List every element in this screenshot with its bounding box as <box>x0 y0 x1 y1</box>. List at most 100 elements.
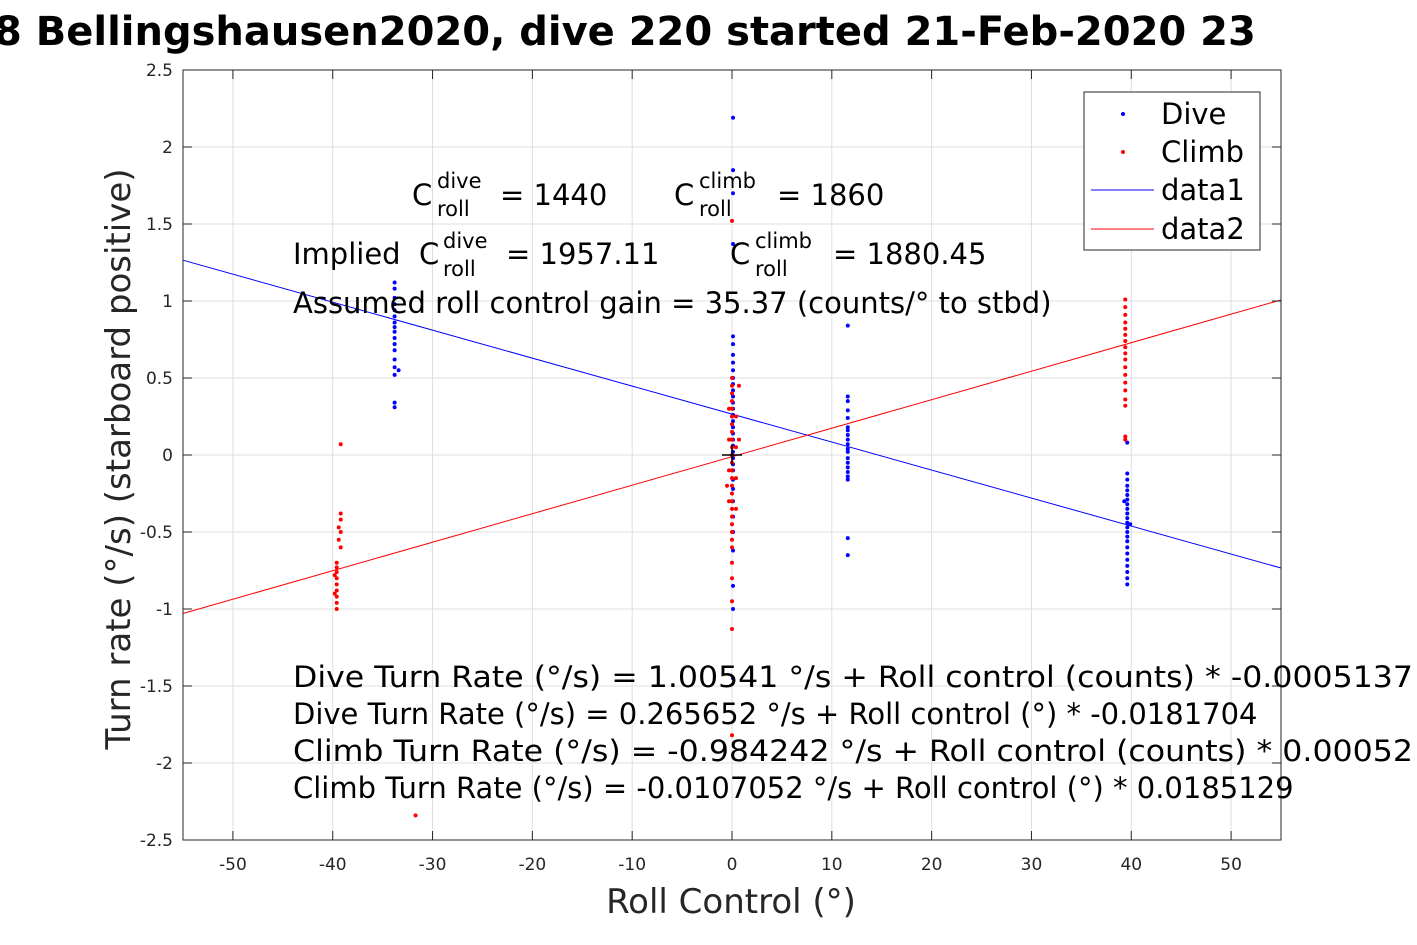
chart-title: 8 Bellingshausen2020, dive 220 started 2… <box>0 9 1256 55</box>
dive-point <box>845 477 850 482</box>
dive-point <box>730 342 735 347</box>
legend-data1-label: data1 <box>1161 173 1245 207</box>
climb-point <box>725 483 730 488</box>
implied-climb-symbol: C <box>730 237 750 271</box>
climb-point <box>1123 345 1128 350</box>
dive-point <box>1125 539 1130 544</box>
annotation-fit-4: Climb Turn Rate (°/s) = -0.0107052 °/s +… <box>293 771 1294 805</box>
dive-point <box>1125 570 1130 575</box>
climb-point <box>338 530 343 534</box>
dive-point <box>1125 576 1130 581</box>
dive-point <box>1125 557 1130 562</box>
c-dive-sub: roll <box>437 197 470 221</box>
dive-point <box>845 442 850 447</box>
dive-point <box>1125 582 1130 587</box>
climb-point <box>730 576 734 581</box>
dive-point <box>730 242 735 247</box>
climb-point <box>730 545 734 550</box>
climb-point <box>1123 339 1128 344</box>
climb-point <box>1123 357 1128 362</box>
y-axis-label: Turn rate (°/s) (starboard positive) <box>99 168 139 750</box>
dive-point <box>392 342 397 347</box>
y-tick-label: -2 <box>156 754 173 774</box>
dive-point <box>1125 534 1130 539</box>
x-tick-label: 30 <box>1021 855 1043 875</box>
dive-point <box>1125 440 1130 445</box>
legend-climb-label: Climb <box>1161 135 1244 169</box>
climb-point <box>730 383 734 388</box>
climb-point <box>1123 326 1128 331</box>
climb-point <box>730 476 734 481</box>
climb-point <box>730 506 734 511</box>
climb-point <box>338 511 343 516</box>
dive-point <box>392 400 397 405</box>
dive-point <box>845 460 850 465</box>
y-tick-label: 0 <box>162 446 173 466</box>
climb-point <box>1123 312 1128 317</box>
c-climb-symbol: C <box>674 178 694 212</box>
climb-point <box>1123 380 1128 385</box>
dive-point <box>392 405 397 410</box>
dive-point <box>1128 522 1133 527</box>
climb-point <box>1123 297 1128 302</box>
climb-point <box>334 565 339 570</box>
dive-point <box>845 399 850 404</box>
climb-point <box>1123 397 1128 402</box>
climb-point <box>334 607 339 611</box>
climb-point <box>727 499 732 504</box>
climb-point <box>730 406 734 411</box>
y-tick-label: 2 <box>162 138 173 158</box>
climb-point <box>730 483 734 488</box>
dive-point <box>845 432 850 437</box>
dive-point <box>1125 506 1130 511</box>
x-tick-label: -30 <box>419 855 447 875</box>
annotation-fit-1: Dive Turn Rate (°/s) = 1.00541 °/s + Rol… <box>293 660 1413 694</box>
climb-point <box>727 437 732 442</box>
x-tick-label: 0 <box>727 855 738 875</box>
dive-point <box>1125 497 1130 502</box>
dive-point <box>730 607 735 611</box>
climb-point <box>730 376 734 380</box>
climb-point <box>736 383 741 388</box>
climb-point <box>730 599 734 604</box>
y-tick-label: 1 <box>162 292 173 312</box>
c-dive-sup: dive <box>437 169 482 193</box>
implied-prefix: Implied <box>293 237 401 271</box>
implied-dive-sub: roll <box>443 257 476 281</box>
climb-point <box>736 437 741 442</box>
dive-point <box>845 323 850 328</box>
dive-point <box>730 419 735 424</box>
y-tick-label: 0.5 <box>146 369 173 389</box>
dive-point <box>392 280 397 285</box>
dive-point <box>845 437 850 442</box>
climb-point <box>334 576 339 581</box>
dive-point <box>730 583 735 588</box>
climb-point <box>334 560 339 565</box>
dive-point <box>1125 483 1130 488</box>
dive-point <box>1125 511 1130 516</box>
dive-point <box>1125 545 1130 550</box>
dive-point <box>845 425 850 430</box>
x-tick-label: -50 <box>219 855 247 875</box>
climb-point <box>730 530 734 534</box>
climb-point <box>730 437 734 442</box>
dive-point <box>1125 488 1130 493</box>
climb-point <box>730 491 734 496</box>
dive-point <box>1125 471 1130 476</box>
climb-point <box>1123 372 1128 377</box>
dive-point <box>392 314 397 319</box>
dive-point <box>1125 516 1130 521</box>
climb-point <box>1123 320 1128 325</box>
dive-point <box>845 553 850 558</box>
climb-point <box>730 429 734 434</box>
y-tick-label: 1.5 <box>146 215 173 235</box>
dive-point <box>845 449 850 454</box>
legend-climb-marker <box>1121 150 1125 154</box>
x-tick-label: -20 <box>518 855 546 875</box>
annotation-implied: Implied C dive roll = 1957.11 C climb ro… <box>293 229 986 281</box>
c-dive-value: = 1440 <box>500 178 607 212</box>
dive-point <box>392 320 397 325</box>
climb-point <box>730 218 734 223</box>
dive-point <box>730 676 735 681</box>
